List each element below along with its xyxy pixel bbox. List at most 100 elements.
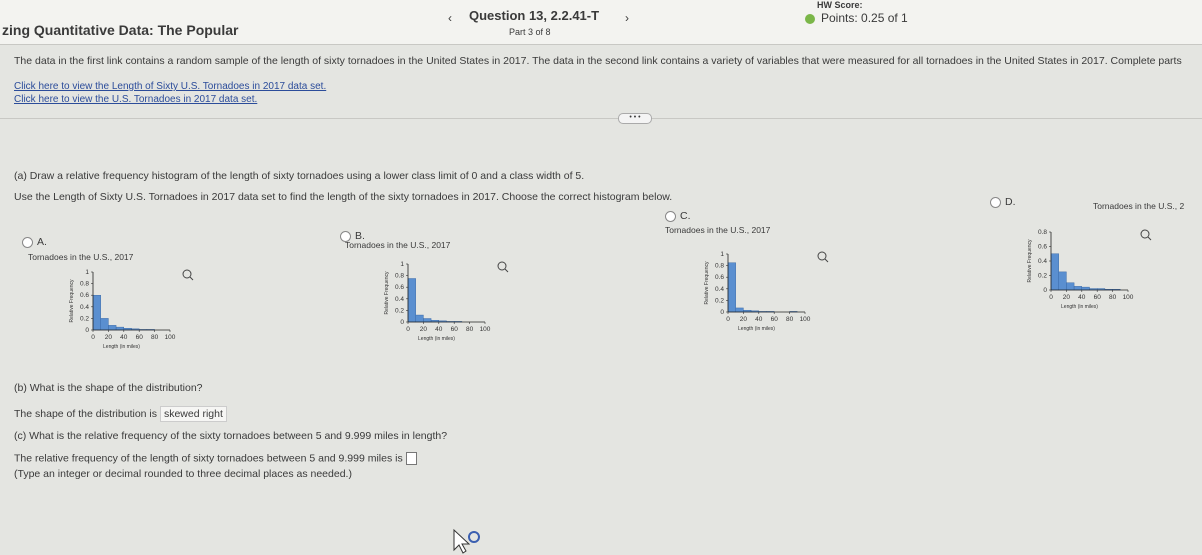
y-tick-label: 1 (85, 269, 89, 276)
y-tick-label: 1 (720, 251, 724, 258)
points: Points: 0.25 of 1 (805, 11, 908, 25)
y-axis-label: Relative Frequency (704, 261, 710, 305)
part-b-prompt: (b) What is the shape of the distributio… (14, 382, 203, 394)
option-label: B. (355, 230, 365, 242)
part-a-instruction: Use the Length of Sixty U.S. Tornadoes i… (14, 191, 673, 203)
question-number: Question 13, 2.2.41-T (469, 8, 600, 23)
histogram-bar (727, 262, 736, 313)
y-tick-label: 0 (400, 319, 404, 326)
y-tick-label: 0.6 (1038, 244, 1047, 251)
part-a-prompt: (a) Draw a relative frequency histogram … (14, 170, 585, 182)
assignment-title: zing Quantitative Data: The Popular (2, 22, 239, 38)
option-title: Tornadoes in the U.S., 2017 (665, 225, 771, 235)
option-label: D. (1005, 196, 1016, 208)
x-tick-label: 60 (1094, 294, 1102, 301)
points-text: Points: 0.25 of 1 (821, 11, 908, 25)
intro-text: The data in the first link contains a ra… (14, 55, 1182, 67)
y-tick-label: 0.2 (715, 297, 724, 304)
x-tick-label: 0 (1049, 294, 1053, 301)
option-title: Tornadoes in the U.S., 2017 (345, 240, 451, 250)
y-tick-label: 0.8 (80, 281, 89, 288)
y-tick-label: 0.4 (715, 286, 724, 293)
x-tick-label: 40 (435, 326, 443, 333)
sentence: The relative frequency of the length of … (14, 452, 403, 465)
x-tick-label: 20 (740, 316, 748, 323)
x-tick-label: 60 (451, 326, 459, 333)
x-tick-label: 40 (1078, 294, 1086, 301)
y-tick-label: 0.6 (715, 274, 724, 281)
data-link[interactable]: Click here to view the U.S. Tornadoes in… (14, 94, 258, 105)
y-tick-label: 0.2 (80, 315, 89, 322)
option-title: Tornadoes in the U.S., 2017 (28, 252, 134, 262)
y-tick-label: 0.2 (395, 307, 404, 314)
option-radio[interactable]: D. (990, 196, 1016, 208)
part-c-prompt: (c) What is the relative frequency of th… (14, 430, 448, 442)
histogram-bar (92, 295, 101, 331)
zoom-icon[interactable] (182, 269, 194, 281)
answer-input[interactable] (405, 452, 417, 465)
x-tick-label: 80 (466, 326, 474, 333)
y-tick-label: 0.8 (715, 263, 724, 270)
histogram-bar (1050, 253, 1059, 291)
y-axis-label: Relative Frequency (1027, 239, 1033, 283)
x-axis-label: Length (in miles) (738, 326, 775, 332)
y-tick-label: 0.4 (395, 296, 404, 303)
cursor (453, 528, 480, 554)
part-c-sentence: The relative frequency of the length of … (14, 452, 417, 465)
y-tick-label: 0.4 (80, 304, 89, 311)
y-axis-label: Relative Frequency (69, 279, 75, 323)
x-axis-label: Length (in miles) (1061, 304, 1098, 310)
hw-score: HW Score: (817, 0, 863, 10)
histogram-bar (100, 318, 109, 331)
next-button[interactable]: › (625, 11, 629, 25)
x-tick-label: 80 (151, 334, 159, 341)
histogram-bar (407, 278, 416, 323)
histogram-bar (423, 318, 432, 323)
option-label: A. (37, 236, 47, 248)
divider (0, 118, 1202, 119)
x-tick-label: 80 (1109, 294, 1117, 301)
part-b-sentence: The shape of the distribution is skewed … (14, 406, 227, 422)
option-radio[interactable]: C. (665, 210, 691, 222)
prev-button[interactable]: ‹ (448, 11, 452, 25)
expand-button[interactable]: • • • (618, 113, 652, 124)
axes (407, 264, 485, 323)
answer-dropdown[interactable]: skewed right (159, 406, 227, 422)
y-tick-label: 0 (85, 327, 89, 334)
x-tick-label: 0 (91, 334, 95, 341)
axes (727, 254, 805, 313)
x-axis-label: Length (in miles) (103, 344, 140, 350)
y-tick-label: 0.6 (80, 292, 89, 299)
data-link[interactable]: Click here to view the Length of Sixty U… (14, 81, 327, 92)
y-tick-label: 0.8 (395, 273, 404, 280)
y-tick-label: 0.2 (1038, 273, 1047, 280)
histogram-bar (1081, 286, 1090, 291)
histogram-bar (415, 314, 424, 323)
y-tick-label: 0 (1043, 287, 1047, 294)
y-tick-label: 0.8 (1038, 229, 1047, 236)
mini-histogram: Relative Frequency Length (in miles) 0 0.2 0… (1027, 229, 1152, 310)
y-tick-label: 1 (400, 261, 404, 268)
y-tick-label: 0 (720, 309, 724, 316)
zoom-icon[interactable] (1140, 229, 1152, 241)
part-indicator: Part 3 of 8 (509, 27, 551, 37)
histogram-bar (1073, 286, 1082, 291)
histogram-bar (735, 307, 744, 313)
y-tick-label: 0.6 (395, 284, 404, 291)
mini-histogram: Relative Frequency Length (in miles) 0 0.2 0… (384, 261, 509, 342)
option-title: Tornadoes in the U.S., 2 (1093, 201, 1185, 211)
option-radio[interactable]: B. (340, 230, 365, 242)
axes (1050, 232, 1128, 291)
x-tick-label: 100 (1123, 294, 1134, 301)
option-label: C. (680, 210, 691, 222)
histogram-bar (1066, 282, 1075, 291)
x-tick-label: 20 (1063, 294, 1071, 301)
zoom-icon[interactable] (817, 251, 829, 263)
histogram-bar (108, 325, 117, 331)
header: zing Quantitative Data: The Popular ‹ Qu… (0, 0, 1202, 45)
x-tick-label: 0 (406, 326, 410, 333)
zoom-icon[interactable] (497, 261, 509, 273)
option-radio[interactable]: A. (22, 236, 47, 248)
x-tick-label: 100 (800, 316, 811, 323)
